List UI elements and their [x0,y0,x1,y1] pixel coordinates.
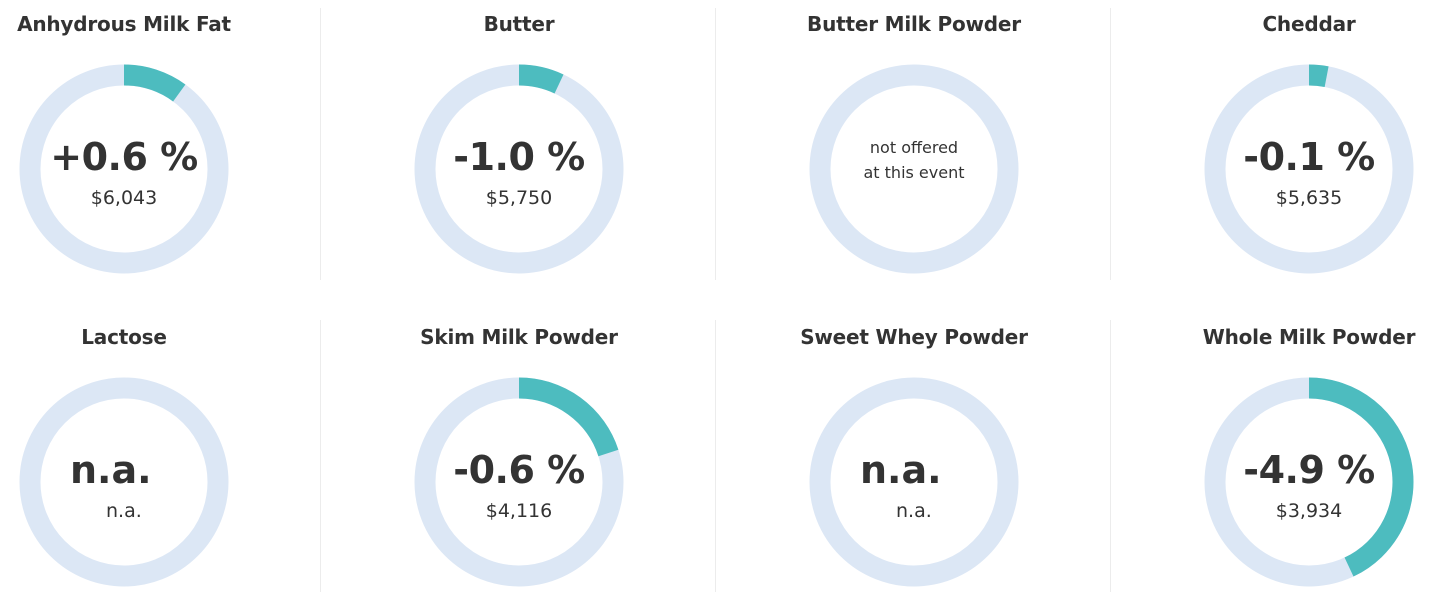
price-value: n.a. [896,500,932,522]
donut-center: -4.9 % $3,934 [1203,376,1415,588]
donut-center: +0.6 % $6,043 [18,63,230,275]
donut-chart [414,64,624,274]
change-percent: -4.9 % [1243,448,1375,492]
message-line: not offered [869,138,959,157]
donut-segment [518,64,564,94]
donut-segment [123,64,186,102]
commodity-title: Butter [483,12,555,36]
price-value: $5,635 [1275,187,1343,209]
column-divider [320,8,321,280]
change-percent: -1.0 % [453,135,585,179]
change-percent: -0.6 % [453,448,585,492]
donut-center: -1.0 % $5,750 [413,63,625,275]
donut-chart [1204,64,1414,274]
commodity-title: Anhydrous Milk Fat [17,12,231,36]
change-percent: n.a. [70,448,152,492]
column-divider [715,8,716,280]
message-line: at this event [863,163,965,182]
price-value: $5,750 [485,187,553,209]
commodity-card-cheddar: Cheddar -0.1 % $5,635 [1184,2,1433,292]
donut-segment [518,377,619,457]
not-offered-message: not offered at this event [808,135,1020,185]
donut-segment [1308,377,1414,577]
change-percent: +0.6 % [50,135,198,179]
column-divider [320,320,321,592]
price-value: $6,043 [90,187,158,209]
donut-center: -0.1 % $5,635 [1203,63,1415,275]
commodity-title: Lactose [81,325,167,349]
price-value: $4,116 [485,500,553,522]
commodity-title: Cheddar [1262,12,1356,36]
price-value: $3,934 [1275,500,1343,522]
donut-track [809,64,1019,274]
column-divider [715,320,716,592]
commodity-title: Skim Milk Powder [420,325,618,349]
donut-chart [19,377,229,587]
change-percent: n.a. [860,448,942,492]
donut-center: n.a. n.a. [808,376,1020,588]
donut-chart [809,64,1019,274]
donut-track [19,377,229,587]
column-divider [1110,8,1111,280]
commodity-title: Butter Milk Powder [807,12,1021,36]
donut-chart [414,377,624,587]
price-value: n.a. [106,500,142,522]
donut-center: not offered at this event [808,63,1020,275]
donut-center: n.a. n.a. [18,376,230,588]
commodity-card-lactose: Lactose n.a. n.a. [0,315,249,605]
donut-track [809,377,1019,587]
commodity-card-butter-milk-powder: Butter Milk Powder not offered at this e… [789,2,1039,292]
commodity-card-skim-milk-powder: Skim Milk Powder -0.6 % $4,116 [394,315,644,605]
column-divider [1110,320,1111,592]
commodity-title: Sweet Whey Powder [800,325,1028,349]
donut-center: -0.6 % $4,116 [413,376,625,588]
donut-chart [19,64,229,274]
commodity-card-whole-milk-powder: Whole Milk Powder -4.9 % $3,934 [1184,315,1433,605]
commodity-card-anhydrous-milk-fat: Anhydrous Milk Fat +0.6 % $6,043 [0,2,249,292]
commodity-card-butter: Butter -1.0 % $5,750 [394,2,644,292]
donut-chart [1204,377,1414,587]
change-percent: -0.1 % [1243,135,1375,179]
donut-segment [1308,64,1329,88]
commodity-card-sweet-whey-powder: Sweet Whey Powder n.a. n.a. [789,315,1039,605]
donut-chart [809,377,1019,587]
commodity-title: Whole Milk Powder [1202,325,1416,349]
